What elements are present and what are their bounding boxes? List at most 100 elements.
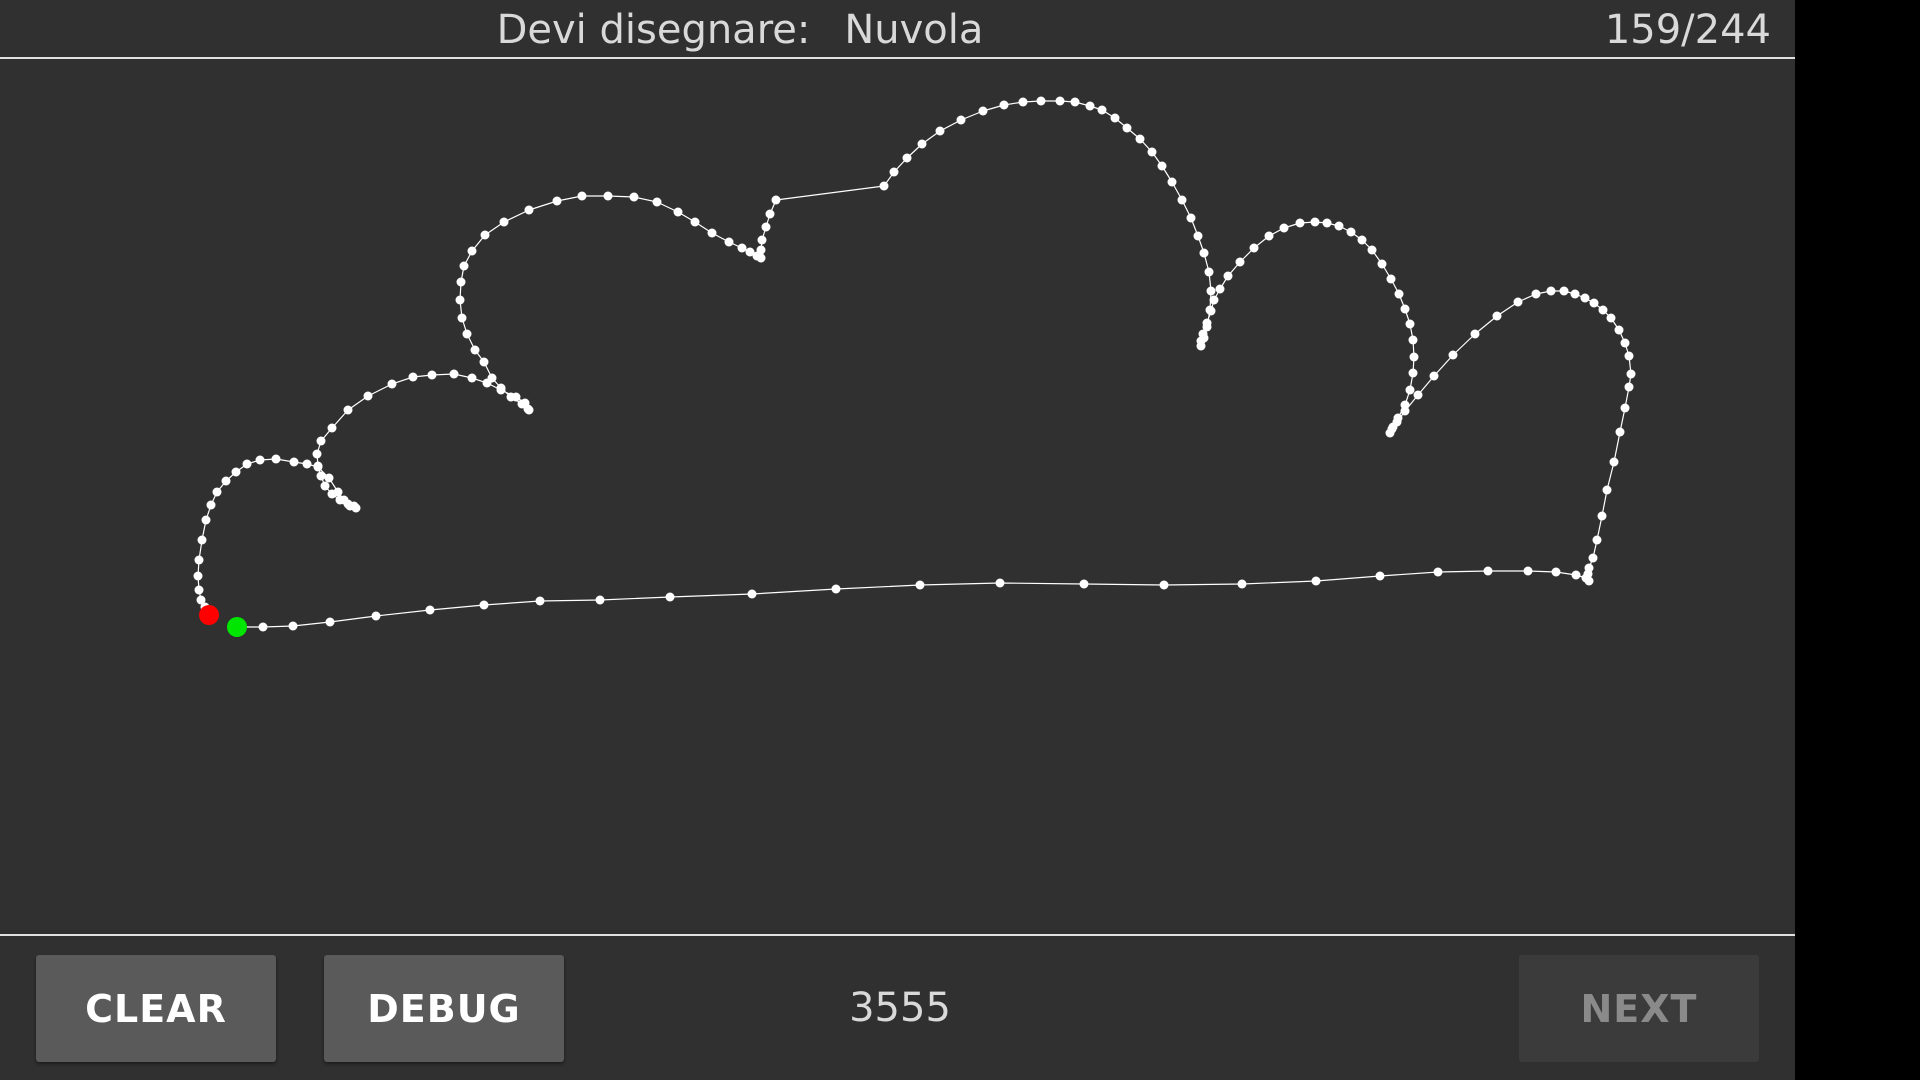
drawing-surface[interactable] (0, 59, 1795, 934)
stroke-point (242, 459, 252, 469)
stroke-point (915, 580, 925, 590)
stroke-point (312, 449, 322, 459)
stroke-point (302, 459, 312, 469)
stroke-point (425, 605, 435, 615)
stroke-point (320, 481, 330, 491)
stroke-point (327, 423, 337, 433)
stroke-point (1571, 570, 1581, 580)
stroke-point (665, 592, 675, 602)
stroke-layer (197, 100, 1632, 628)
stroke-point (1167, 177, 1177, 187)
stroke-point (1433, 567, 1443, 577)
start-point-marker (227, 617, 247, 637)
stroke-point (1070, 97, 1080, 107)
stroke-point (1400, 304, 1410, 314)
stroke-point (1546, 286, 1556, 296)
stroke-point (1036, 96, 1046, 106)
stroke-point (511, 392, 521, 402)
stroke-point (316, 471, 326, 481)
stroke-point (1135, 134, 1145, 144)
stroke-point (339, 495, 349, 505)
stroke-point (1079, 579, 1089, 589)
stroke-point (194, 555, 204, 565)
stroke-point (408, 372, 418, 382)
stroke-point (480, 230, 490, 240)
stroke-point (482, 378, 492, 388)
stroke-point (1199, 333, 1209, 343)
points-layer (193, 96, 1636, 632)
stroke-point (194, 585, 204, 595)
stroke-point (595, 595, 605, 605)
stroke-point (1483, 566, 1493, 576)
stroke-point (935, 126, 945, 136)
stroke-point (1429, 371, 1439, 381)
stroke-point (761, 222, 771, 232)
stroke-point (1513, 297, 1523, 307)
stroke-point (524, 205, 534, 215)
stroke-point (201, 515, 211, 525)
stroke-point (1202, 322, 1212, 332)
stroke-point (707, 228, 717, 238)
stroke-point (1186, 213, 1196, 223)
stroke-point (288, 621, 298, 631)
stroke-point (363, 391, 373, 401)
stroke-point (1400, 400, 1410, 410)
stroke-point (324, 473, 334, 483)
stroke-point (289, 457, 299, 467)
stroke-point (1157, 161, 1167, 171)
stroke-point (752, 251, 762, 261)
stroke-point (1206, 286, 1216, 296)
stroke-point (1097, 105, 1107, 115)
stroke-point (231, 467, 241, 477)
debug-button[interactable]: DEBUG (324, 955, 564, 1062)
stroke-point (1110, 113, 1120, 123)
stroke-point (1606, 313, 1616, 323)
stroke-point (577, 191, 587, 201)
stroke-point (917, 139, 927, 149)
stroke-point (765, 209, 775, 219)
stroke-point (1311, 576, 1321, 586)
stroke-point (724, 237, 734, 247)
stroke-point (467, 373, 477, 383)
end-point-marker (199, 605, 219, 625)
drawing-canvas[interactable] (0, 59, 1795, 934)
stroke-point (1394, 289, 1404, 299)
stroke-point (1237, 579, 1247, 589)
stroke-point (325, 617, 335, 627)
stroke-point (652, 197, 662, 207)
stroke-point (455, 295, 465, 305)
stroke-point (1159, 580, 1169, 590)
stroke-point (196, 595, 206, 605)
stroke-point (1235, 257, 1245, 267)
prompt-label: Devi disegnare: (496, 7, 811, 53)
stroke-point (995, 578, 1005, 588)
stroke-point (1223, 271, 1233, 281)
stroke-point (1085, 101, 1095, 111)
next-button[interactable]: NEXT (1519, 955, 1759, 1062)
clear-button[interactable]: CLEAR (36, 955, 276, 1062)
stroke-point (313, 462, 323, 472)
stroke-point (1580, 293, 1590, 303)
stroke-point (1620, 403, 1630, 413)
stroke-point (690, 217, 700, 227)
stroke-point (459, 261, 469, 271)
stroke-point (333, 487, 343, 497)
stroke-point (771, 195, 781, 205)
stroke-point (745, 247, 755, 257)
stroke-point (496, 385, 506, 395)
stroke-point (462, 329, 472, 339)
stroke-point (1388, 422, 1398, 432)
stroke-point (1523, 566, 1533, 576)
stroke-point (1448, 350, 1458, 360)
stroke-point (1199, 248, 1209, 258)
stroke-point (1367, 245, 1377, 255)
stroke-point (999, 100, 1009, 110)
stroke-point (221, 476, 231, 486)
stroke-point (271, 454, 281, 464)
stroke-point (1375, 571, 1385, 581)
stroke-point (673, 207, 683, 217)
stroke-point (1551, 567, 1561, 577)
stroke-point (1377, 259, 1387, 269)
stroke-point (1413, 390, 1423, 400)
stroke-point (499, 217, 509, 227)
